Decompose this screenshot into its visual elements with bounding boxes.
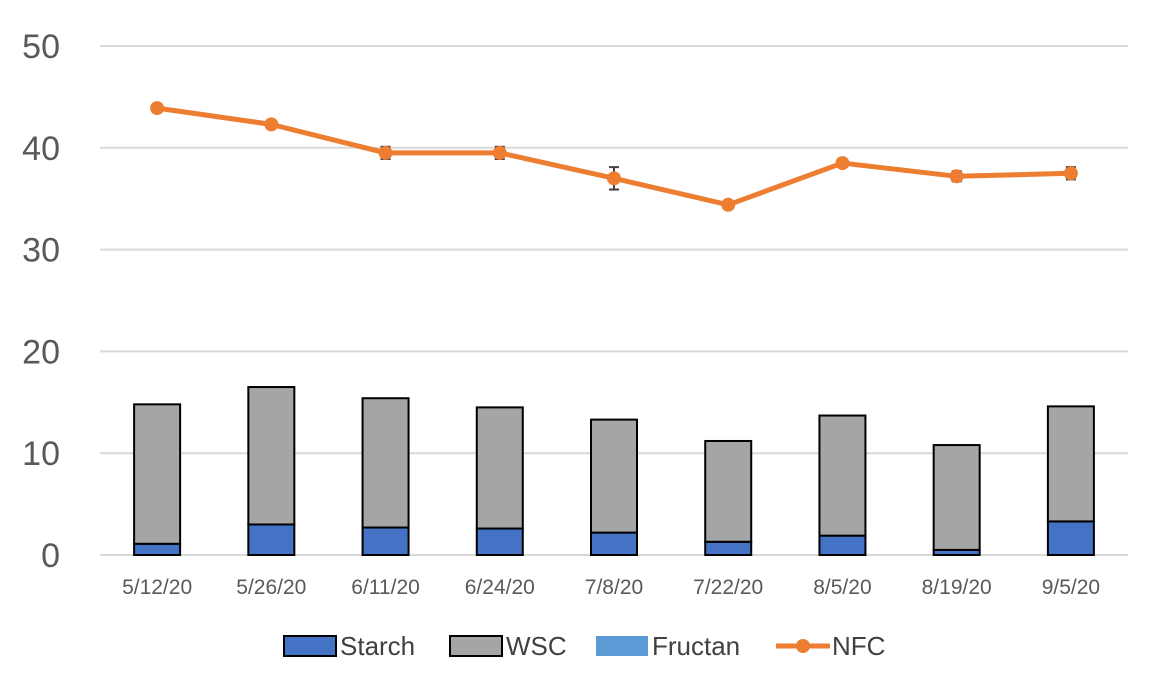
bar-wsc: [247, 386, 296, 526]
legend-swatch: [283, 635, 337, 657]
nfc-point: [264, 117, 279, 132]
bar-starch: [475, 527, 524, 556]
nfc-point: [1063, 166, 1078, 181]
bar-starch: [704, 540, 753, 556]
x-tick-label: 5/12/20: [122, 576, 192, 599]
nfc-point: [721, 197, 736, 212]
legend-item-starch: Starch: [283, 631, 415, 661]
x-tick-label: 6/11/20: [351, 576, 420, 599]
legend-label: WSC: [506, 631, 567, 661]
x-tick-label: 8/19/20: [922, 576, 992, 599]
legend-item-fructan: Fructan: [596, 631, 740, 661]
y-axis-ticks: 0 10 20 30 40 50: [22, 28, 60, 575]
y-tick-label: 20: [22, 333, 60, 371]
bar-starch: [590, 531, 638, 557]
bar-wsc: [590, 418, 638, 534]
nfc-point: [607, 171, 621, 186]
bar-wsc: [361, 397, 410, 529]
x-tick-label: 9/5/20: [1042, 576, 1100, 599]
bar-wsc: [818, 414, 867, 537]
nfc-point: [150, 101, 165, 116]
legend-item-wsc: WSC: [449, 631, 567, 661]
bar-starch: [1046, 520, 1095, 557]
nfc-point: [492, 145, 507, 160]
nfc-line: [150, 101, 1078, 212]
bar-starch: [361, 526, 410, 556]
nfc-point: [835, 156, 850, 171]
bar-starch: [247, 523, 296, 557]
bar-wsc: [932, 444, 981, 551]
legend-label: Fructan: [652, 631, 740, 661]
bar-starch: [818, 534, 867, 557]
legend-label: Starch: [340, 631, 415, 661]
nfc-point: [378, 145, 393, 160]
x-tick-label: 5/26/20: [236, 576, 306, 599]
bar-starch: [133, 542, 182, 557]
x-axis-ticks: 5/12/20 5/26/20 6/11/20 6/24/20 7/8/20 7/22/2…: [122, 576, 1100, 599]
x-tick-label: 6/24/20: [465, 576, 535, 599]
bar-wsc: [133, 403, 182, 545]
legend: Starch WSC Fructan NFC: [283, 631, 885, 661]
bar-wsc: [704, 439, 753, 543]
y-tick-label: 0: [41, 537, 60, 575]
legend-swatch-marker: [796, 639, 810, 653]
y-tick-label: 40: [22, 130, 60, 168]
nfc-point: [949, 169, 964, 184]
y-tick-label: 30: [22, 232, 60, 270]
y-tick-label: 50: [22, 28, 60, 66]
bars: [133, 386, 1095, 557]
x-tick-label: 7/8/20: [585, 576, 643, 599]
legend-item-nfc: NFC: [776, 631, 885, 661]
bar-wsc: [475, 406, 524, 530]
bar-wsc: [1046, 405, 1095, 523]
y-tick-label: 10: [22, 435, 60, 473]
legend-swatch: [449, 635, 503, 657]
legend-swatch: [596, 636, 648, 656]
x-tick-label: 8/5/20: [813, 576, 871, 599]
legend-label: NFC: [832, 631, 885, 661]
x-tick-label: 7/22/20: [693, 576, 763, 599]
